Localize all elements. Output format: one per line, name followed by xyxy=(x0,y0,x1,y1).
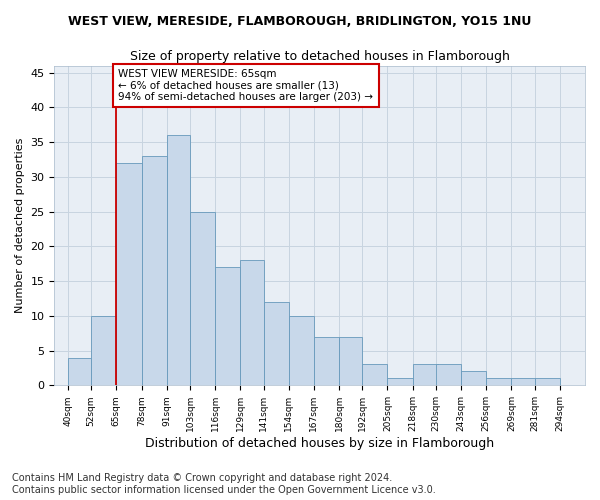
Bar xyxy=(289,316,314,386)
Bar xyxy=(91,316,116,386)
Bar xyxy=(388,378,413,386)
Bar xyxy=(314,336,339,386)
Y-axis label: Number of detached properties: Number of detached properties xyxy=(15,138,25,313)
Bar xyxy=(68,358,91,386)
Bar xyxy=(486,378,511,386)
Title: Size of property relative to detached houses in Flamborough: Size of property relative to detached ho… xyxy=(130,50,509,63)
Text: WEST VIEW, MERESIDE, FLAMBOROUGH, BRIDLINGTON, YO15 1NU: WEST VIEW, MERESIDE, FLAMBOROUGH, BRIDLI… xyxy=(68,15,532,28)
Text: Contains HM Land Registry data © Crown copyright and database right 2024.
Contai: Contains HM Land Registry data © Crown c… xyxy=(12,474,436,495)
Bar xyxy=(339,336,362,386)
Bar xyxy=(215,267,241,386)
Bar xyxy=(511,378,535,386)
Bar xyxy=(241,260,263,386)
Bar xyxy=(413,364,438,386)
Bar xyxy=(167,135,190,386)
Bar xyxy=(436,364,461,386)
Bar xyxy=(535,378,560,386)
Bar xyxy=(362,364,388,386)
Bar xyxy=(263,302,289,386)
Text: WEST VIEW MERESIDE: 65sqm
← 6% of detached houses are smaller (13)
94% of semi-d: WEST VIEW MERESIDE: 65sqm ← 6% of detach… xyxy=(118,69,373,102)
Bar xyxy=(116,163,142,386)
Bar xyxy=(190,212,215,386)
X-axis label: Distribution of detached houses by size in Flamborough: Distribution of detached houses by size … xyxy=(145,437,494,450)
Bar xyxy=(461,372,486,386)
Bar xyxy=(142,156,167,386)
